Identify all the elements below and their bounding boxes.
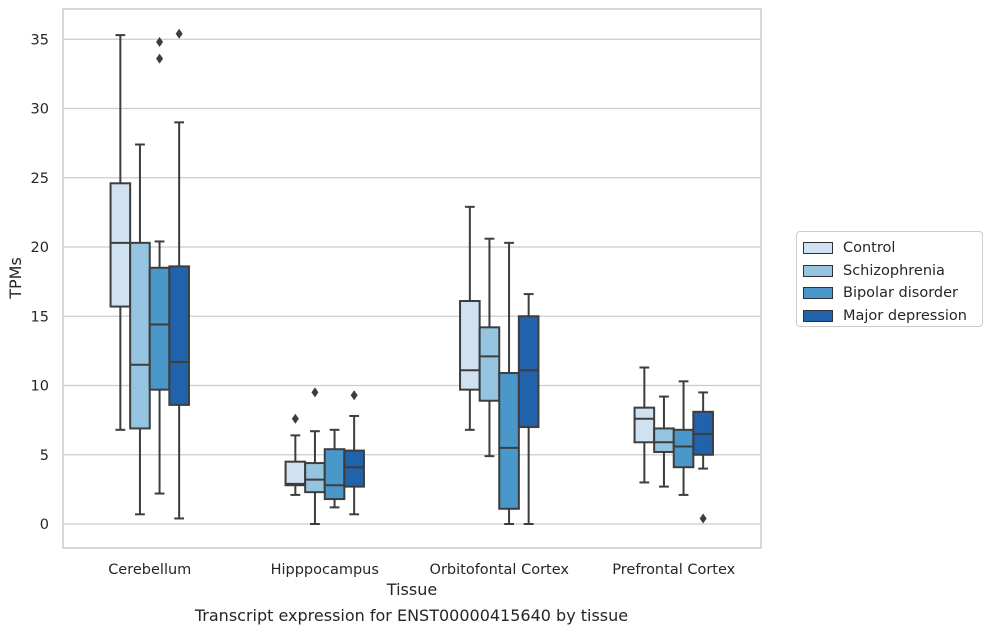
box-control [109, 34, 132, 431]
box-bipolar-disorder [498, 241, 520, 525]
box-iqr [148, 266, 171, 391]
y-tick-labels: 0 5 10 15 20 25 30 35 [31, 32, 49, 533]
legend-item: Schizophrenia [803, 260, 982, 283]
box-bipolar-disorder [672, 380, 695, 496]
box-iqr [498, 372, 520, 510]
x-tick-label: Prefrontal Cortex [612, 562, 735, 578]
outlier-marker [156, 37, 164, 48]
box-iqr [284, 460, 307, 487]
box-iqr [459, 300, 481, 391]
box-iqr [633, 406, 656, 444]
y-tick-label: 20 [31, 240, 49, 256]
x-tick-labels: Cerebellum Hipppocampus Orbitofontal Corte… [108, 562, 735, 578]
outlier-marker [156, 53, 164, 64]
outlier-marker [175, 28, 183, 39]
x-axis-label: Tissue [386, 580, 437, 599]
outlier-marker [311, 387, 319, 398]
box-plot-marks [109, 28, 714, 525]
box-control [284, 413, 307, 496]
y-tick-label: 10 [31, 379, 49, 395]
legend-label: Major depression [843, 307, 967, 324]
y-tick-label: 25 [31, 171, 49, 187]
chart-caption: Transcript expression for ENST0000041564… [194, 606, 629, 625]
box-major-depression [517, 293, 540, 525]
box-control [633, 366, 656, 484]
box-schizophrenia [478, 237, 501, 458]
x-tick-label: Hipppocampus [271, 562, 379, 578]
plot-area-frame [62, 8, 762, 549]
box-iqr [129, 241, 151, 430]
x-tick-label: Cerebellum [108, 562, 191, 578]
box-iqr [323, 448, 346, 501]
legend-label: Control [843, 240, 896, 257]
box-schizophrenia [129, 143, 151, 516]
box-bipolar-disorder [323, 428, 346, 509]
outlier-marker [291, 413, 299, 424]
legend-label: Bipolar disorder [843, 285, 958, 302]
legend: Control Schizophrenia Bipolar disorder Majo… [796, 231, 983, 327]
box-iqr [168, 265, 190, 406]
outlier-marker [699, 513, 707, 524]
box-major-depression [168, 28, 190, 520]
box-major-depression [692, 391, 714, 524]
legend-label: Schizophrenia [843, 262, 945, 279]
legend-item: Control [803, 237, 982, 260]
box-control [459, 205, 481, 431]
box-schizophrenia [653, 395, 675, 488]
x-tick-label: Orbitofontal Cortex [430, 562, 570, 578]
box-major-depression [343, 390, 365, 516]
legend-swatch [803, 309, 833, 322]
y-tick-label: 30 [31, 102, 49, 118]
y-tick-label: 35 [31, 32, 49, 48]
box-iqr [653, 427, 675, 453]
y-tick-label: 15 [31, 309, 49, 325]
box-schizophrenia [304, 387, 326, 525]
legend-swatch [803, 264, 833, 277]
box-iqr [343, 449, 365, 488]
legend-item: Major depression [803, 305, 982, 328]
legend-swatch [803, 287, 833, 300]
legend-item: Bipolar disorder [803, 282, 982, 305]
legend-swatch [803, 242, 833, 255]
box-iqr [478, 326, 501, 402]
box-iqr [304, 462, 326, 494]
outlier-marker [350, 390, 358, 401]
y-axis-label: TPMs [6, 257, 25, 300]
box-iqr [517, 315, 540, 429]
box-iqr [109, 182, 132, 308]
box-iqr [672, 428, 695, 469]
y-tick-label: 0 [40, 517, 49, 533]
box-bipolar-disorder [148, 37, 171, 495]
y-tick-label: 5 [40, 448, 49, 464]
